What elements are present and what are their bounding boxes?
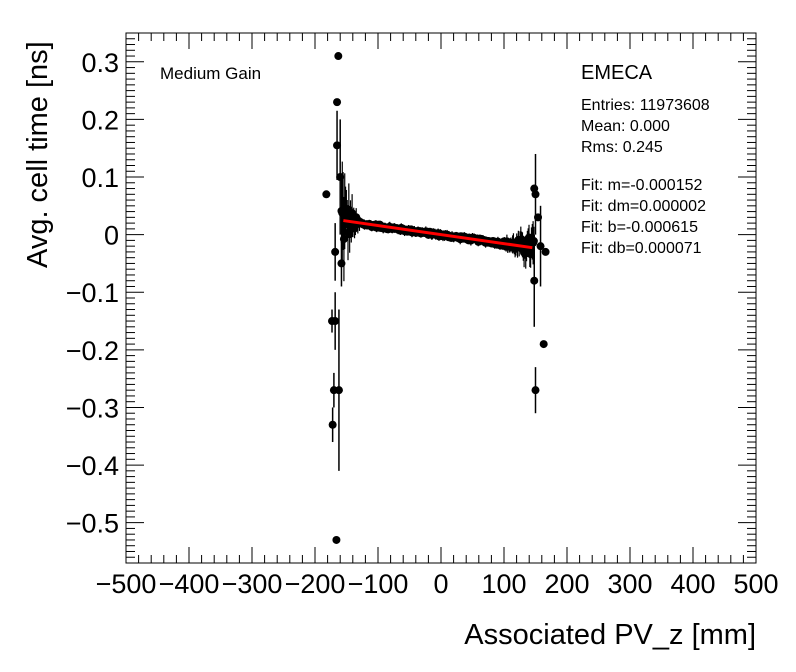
x-tick-label: 0 bbox=[433, 569, 448, 599]
x-tick-label: 200 bbox=[544, 569, 589, 599]
x-tick-label: −400 bbox=[159, 569, 220, 599]
y-tick-label: −0.2 bbox=[66, 336, 119, 366]
outlier-point bbox=[333, 141, 342, 150]
x-tick-label: 500 bbox=[733, 569, 778, 599]
outlier-point bbox=[333, 98, 342, 107]
stats-fit-m: Fit: m=-0.000152 bbox=[581, 177, 703, 194]
y-tick-label: −0.3 bbox=[66, 393, 119, 423]
y-tick-label: −0.4 bbox=[66, 451, 119, 481]
outlier-point bbox=[332, 535, 341, 544]
y-tick-label: 0.2 bbox=[81, 105, 119, 135]
outlier-point bbox=[334, 386, 343, 395]
stats-box-title: EMECA bbox=[581, 62, 653, 84]
outlier-point bbox=[322, 190, 331, 199]
x-tick-label: −100 bbox=[348, 569, 409, 599]
gain-label: Medium Gain bbox=[160, 64, 262, 83]
x-tick-label: 400 bbox=[670, 569, 715, 599]
outlier-point bbox=[334, 52, 343, 61]
y-axis-label: Avg. cell time [ns] bbox=[22, 41, 54, 268]
outlier-point bbox=[331, 317, 340, 326]
x-tick-label: −500 bbox=[96, 569, 157, 599]
axis-ticks-layer bbox=[125, 32, 757, 564]
x-axis-label: Associated PV_z [mm] bbox=[464, 619, 756, 651]
fit-line-layer bbox=[343, 219, 533, 250]
stats-mean: Mean: 0.000 bbox=[581, 118, 670, 135]
y-tick-label: 0.1 bbox=[81, 163, 119, 193]
outlier-point bbox=[531, 190, 540, 199]
x-tick-label: 100 bbox=[481, 569, 526, 599]
stats-fit-db: Fit: db=0.000071 bbox=[581, 240, 702, 257]
outlier-point bbox=[328, 420, 337, 429]
outlier-point bbox=[536, 242, 545, 251]
x-tick-label: −200 bbox=[285, 569, 346, 599]
x-tick-label: −300 bbox=[222, 569, 283, 599]
data-points-layer bbox=[322, 52, 550, 544]
stats-entries: Entries: 11973608 bbox=[581, 97, 710, 114]
outlier-point bbox=[337, 259, 346, 268]
fit-line bbox=[343, 219, 533, 250]
stats-fit-dm: Fit: dm=0.000002 bbox=[581, 198, 706, 215]
stats-rms: Rms: 0.245 bbox=[581, 139, 663, 156]
y-tick-label: −0.1 bbox=[66, 278, 119, 308]
outlier-point bbox=[539, 340, 548, 349]
y-tick-label: 0 bbox=[104, 221, 119, 251]
outlier-point bbox=[530, 276, 539, 285]
outlier-point bbox=[541, 247, 550, 256]
y-tick-label: 0.3 bbox=[81, 48, 119, 78]
stats-fit-b: Fit: b=-0.000615 bbox=[581, 219, 698, 236]
x-tick-label: 300 bbox=[607, 569, 652, 599]
outlier-point bbox=[531, 386, 540, 395]
outlier-point bbox=[331, 247, 340, 256]
y-tick-label: −0.5 bbox=[66, 509, 119, 539]
tick-labels-layer: −500 −400 −300 −200 −100 0 100 200 300 400 500 0.3 0… bbox=[66, 48, 779, 599]
outlier-point bbox=[336, 173, 345, 182]
